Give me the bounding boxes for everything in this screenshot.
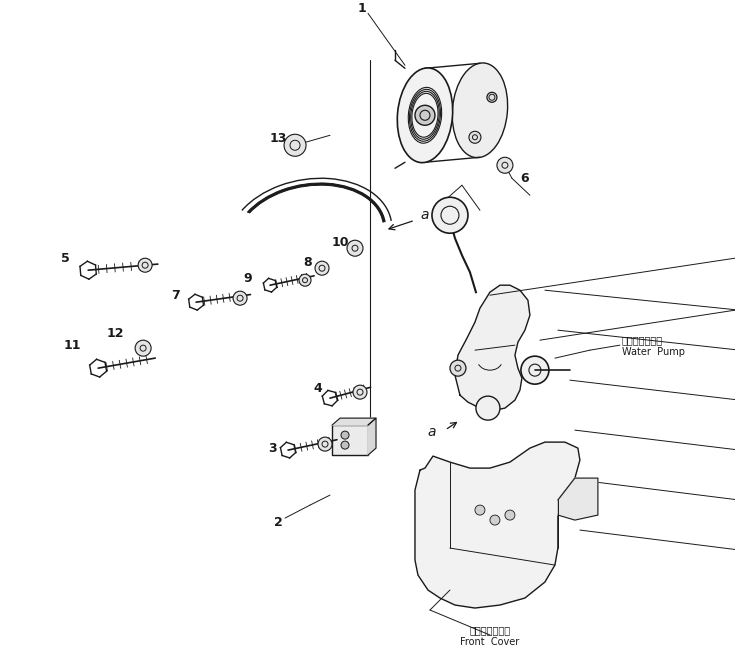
Text: 3: 3 bbox=[268, 442, 276, 455]
Ellipse shape bbox=[452, 63, 508, 158]
Polygon shape bbox=[332, 418, 376, 425]
Text: a: a bbox=[428, 425, 436, 439]
Circle shape bbox=[135, 340, 151, 356]
Circle shape bbox=[315, 261, 329, 275]
Circle shape bbox=[476, 396, 500, 420]
Circle shape bbox=[490, 515, 500, 525]
Circle shape bbox=[138, 259, 152, 272]
Circle shape bbox=[469, 132, 481, 143]
Polygon shape bbox=[455, 285, 530, 410]
Circle shape bbox=[318, 437, 332, 451]
Text: 10: 10 bbox=[331, 236, 349, 248]
Ellipse shape bbox=[398, 68, 453, 162]
Text: 6: 6 bbox=[520, 172, 529, 185]
Text: a: a bbox=[420, 208, 429, 222]
Circle shape bbox=[475, 505, 485, 515]
Text: 5: 5 bbox=[61, 252, 70, 265]
Text: 11: 11 bbox=[63, 339, 81, 351]
Text: 1: 1 bbox=[358, 2, 366, 15]
Circle shape bbox=[353, 385, 367, 399]
Text: Water  Pump: Water Pump bbox=[622, 347, 685, 357]
Ellipse shape bbox=[487, 92, 497, 102]
Circle shape bbox=[505, 510, 515, 520]
Text: ウォータポンプ: ウォータポンプ bbox=[622, 335, 663, 345]
Polygon shape bbox=[558, 478, 598, 520]
Circle shape bbox=[284, 134, 306, 156]
Circle shape bbox=[233, 291, 247, 305]
Circle shape bbox=[521, 356, 549, 384]
Text: Front  Cover: Front Cover bbox=[460, 637, 520, 647]
Polygon shape bbox=[332, 425, 368, 455]
Circle shape bbox=[341, 431, 349, 439]
Text: 13: 13 bbox=[269, 132, 287, 145]
Circle shape bbox=[341, 441, 349, 449]
Circle shape bbox=[450, 360, 466, 376]
Text: 4: 4 bbox=[314, 381, 323, 395]
Text: 12: 12 bbox=[107, 327, 124, 339]
Text: 2: 2 bbox=[273, 516, 282, 528]
Text: 8: 8 bbox=[304, 256, 312, 269]
Text: 9: 9 bbox=[244, 272, 252, 285]
Text: フロントカバー: フロントカバー bbox=[470, 625, 511, 635]
Circle shape bbox=[347, 240, 363, 257]
Circle shape bbox=[432, 197, 468, 233]
Circle shape bbox=[415, 106, 435, 126]
Circle shape bbox=[299, 274, 311, 286]
Polygon shape bbox=[368, 418, 376, 455]
Circle shape bbox=[497, 157, 513, 173]
Text: 7: 7 bbox=[171, 289, 179, 302]
Polygon shape bbox=[415, 442, 580, 608]
